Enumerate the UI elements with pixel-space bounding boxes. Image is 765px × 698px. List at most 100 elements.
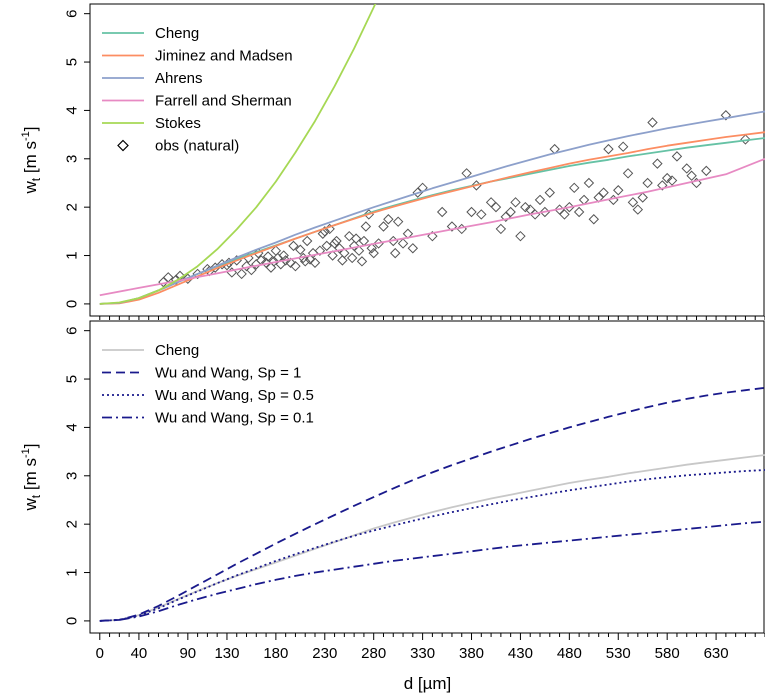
x-tick-label: 380	[459, 645, 484, 662]
obs-point	[534, 194, 546, 206]
legend-item: Wu and Wang, Sp = 0.1	[102, 410, 314, 427]
legend-label: Stokes	[155, 115, 201, 132]
series-line-wu-and-wang-sp-1	[99, 386, 765, 622]
series-line-stokes	[99, 4, 377, 305]
obs-point	[613, 185, 624, 196]
series-line-cheng	[99, 454, 765, 622]
obs-point	[241, 260, 252, 272]
x-tick-label: 280	[361, 645, 386, 662]
legend-label: Cheng	[155, 342, 199, 359]
legend-item: Ahrens	[102, 70, 203, 87]
obs-point	[295, 244, 306, 255]
obs-point	[564, 201, 575, 213]
x-tick-label: 530	[606, 645, 631, 662]
obs-point	[246, 264, 257, 276]
obs-point	[666, 175, 678, 186]
obs-point	[686, 170, 697, 181]
obs-point	[288, 240, 299, 252]
x-tick-label: 130	[214, 645, 239, 662]
obs-point	[637, 192, 648, 203]
y-tick-label: 2	[64, 520, 81, 528]
x-tick-label: 580	[655, 645, 680, 662]
obs-point	[397, 238, 409, 249]
legend: Cheng Wu and Wang, Sp = 1 Wu and Wang, Sp …	[102, 342, 314, 427]
obs-point	[740, 134, 751, 145]
obs-point	[407, 243, 419, 254]
legend-item: Cheng	[102, 25, 199, 42]
bottom-panel: 0 1 2 3 4 5 6 0 40 90 130 180 230 280 330 380 430 480 530 5…	[20, 320, 765, 693]
obs-point	[515, 230, 526, 242]
obs-point	[368, 247, 379, 259]
legend-item: Wu and Wang, Sp = 0.5	[102, 387, 314, 404]
series-line-cheng	[99, 137, 765, 305]
obs-point	[446, 221, 458, 232]
x-tick-label: 430	[508, 645, 533, 662]
obs-point	[392, 216, 404, 227]
x-tick-label: 0	[96, 645, 104, 662]
legend-label: Cheng	[155, 25, 199, 42]
series-line-farrell-and-sherman	[99, 157, 765, 297]
plot-area	[99, 386, 765, 622]
y-tick-label: 6	[64, 10, 81, 18]
series-line-wu-and-wang-sp-0-5	[99, 469, 765, 622]
obs-point	[500, 211, 511, 223]
obs-point	[681, 163, 692, 174]
x-tick-label: 230	[312, 645, 337, 662]
obs-point	[300, 256, 311, 267]
obs-point	[358, 235, 370, 247]
obs-point	[657, 180, 668, 191]
obs-point	[360, 221, 372, 232]
series-line-wu-and-wang-sp-0-1	[99, 520, 765, 622]
obs-point	[652, 158, 663, 169]
obs-point	[378, 221, 389, 232]
obs-point	[309, 257, 321, 268]
y-tick-label: 6	[64, 327, 81, 335]
x-tick-label: 330	[410, 645, 435, 662]
obs-point	[262, 251, 274, 262]
obs-point	[366, 243, 377, 254]
plot-area	[99, 4, 765, 305]
obs-point	[544, 187, 555, 198]
y-tick-label: 4	[64, 106, 81, 114]
obs-point	[334, 243, 345, 254]
legend-item: Cheng	[102, 342, 199, 359]
obs-point	[490, 201, 502, 213]
top-panel: 0 1 2 3 4 5 6 wt [m s-1] Cheng Jiminez and Madsen…	[20, 3, 765, 320]
obs-point	[627, 197, 639, 208]
obs-point	[329, 238, 340, 249]
obs-point	[290, 260, 301, 272]
legend-label: Wu and Wang, Sp = 0.5	[155, 387, 314, 404]
legend-item: Stokes	[102, 115, 201, 132]
legend-label: Ahrens	[155, 70, 203, 87]
y-tick-label: 1	[64, 251, 81, 259]
y-tick-label: 3	[64, 472, 81, 480]
obs-point	[495, 223, 507, 235]
x-tick-label: 180	[263, 645, 288, 662]
obs-point	[573, 206, 585, 218]
y-axis-label: wt [m s-1]	[20, 127, 43, 195]
obs-point	[344, 230, 355, 242]
obs-point	[427, 230, 438, 242]
x-axis-label: d [µm]	[404, 674, 452, 693]
y-axis-label: wt [m s-1]	[20, 444, 43, 512]
obs-point	[339, 247, 350, 259]
legend: Cheng Jiminez and Madsen Ahrens Farrell and…	[102, 25, 293, 155]
obs-point	[603, 143, 614, 155]
obs-point	[327, 250, 338, 261]
legend-label: Jiminez and Madsen	[155, 48, 293, 65]
obs-point	[701, 165, 712, 177]
y-tick-label: 3	[64, 155, 81, 163]
legend-swatch	[117, 139, 129, 152]
legend-label: obs (natural)	[155, 138, 239, 155]
x-tick-label: 40	[131, 645, 148, 662]
obs-point	[390, 247, 401, 259]
obs-point	[671, 151, 683, 162]
obs-point	[265, 262, 277, 273]
obs-point	[356, 256, 368, 267]
obs-point	[622, 168, 634, 179]
legend-label: Farrell and Sherman	[155, 93, 292, 110]
obs-point	[285, 257, 296, 268]
y-tick-label: 5	[64, 375, 81, 383]
obs-point	[353, 245, 365, 256]
